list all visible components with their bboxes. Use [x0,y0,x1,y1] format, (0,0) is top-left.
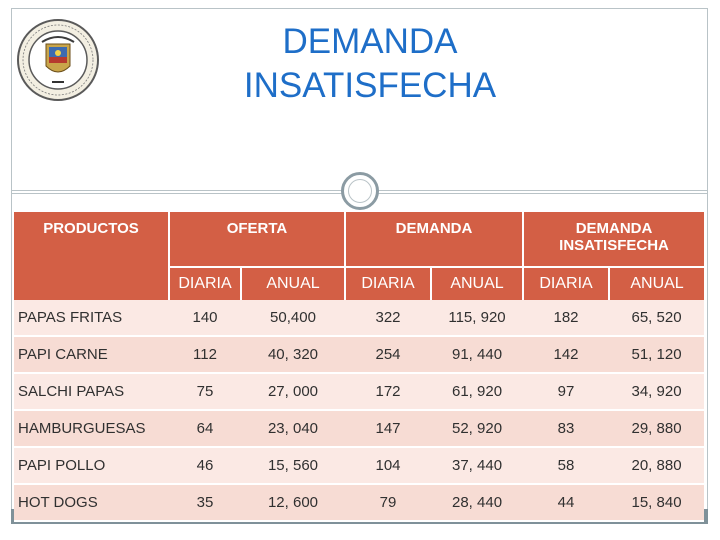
cell-insatisfecha-anual: 34, 920 [609,373,705,411]
divider-circle-icon [341,172,379,210]
subheader-oferta-anual: ANUAL [241,266,346,300]
institution-logo [16,16,100,104]
table-row: PAPAS FRITAS 140 50,400 322 115, 920 182… [14,300,705,337]
cell-producto: HOT DOGS [14,484,169,522]
cell-insatisfecha-anual: 15, 840 [609,484,705,522]
cell-insatisfecha-anual: 51, 120 [609,336,705,374]
cell-oferta-diaria: 75 [169,373,241,411]
header-oferta: OFERTA [169,212,346,267]
cell-oferta-anual: 12, 600 [241,484,345,522]
table-row: PAPI CARNE 112 40, 320 254 91, 440 142 5… [14,336,705,374]
table-row: SALCHI PAPAS 75 27, 000 172 61, 920 97 3… [14,373,705,411]
title-line-1: DEMANDA [282,22,458,61]
header-demanda-insatisfecha-line2: INSATISFECHA [559,237,669,254]
cell-insatisfecha-diaria: 142 [523,336,610,374]
cell-insatisfecha-diaria: 182 [523,300,610,337]
cell-demanda-diaria: 322 [345,300,431,337]
cell-insatisfecha-diaria: 97 [523,373,610,411]
header-demanda: DEMANDA [345,212,525,267]
cell-producto: HAMBURGUESAS [14,410,169,448]
seal-icon [17,19,99,101]
cell-demanda-anual: 28, 440 [431,484,524,522]
cell-demanda-diaria: 79 [345,484,431,522]
cell-demanda-anual: 61, 920 [431,373,524,411]
cell-oferta-anual: 27, 000 [241,373,345,411]
subheader-demanda-anual: ANUAL [431,266,525,300]
header-productos: PRODUCTOS [14,212,170,300]
cell-insatisfecha-diaria: 58 [523,447,610,485]
cell-demanda-diaria: 172 [345,373,431,411]
cell-oferta-diaria: 64 [169,410,241,448]
cell-oferta-anual: 50,400 [241,300,345,337]
cell-oferta-diaria: 35 [169,484,241,522]
subheader-insatisfecha-anual: ANUAL [609,266,705,300]
title-line-2: INSATISFECHA [243,66,497,105]
table-row: HAMBURGUESAS 64 23, 040 147 52, 920 83 2… [14,410,705,448]
cell-demanda-anual: 37, 440 [431,447,524,485]
cell-demanda-anual: 91, 440 [431,336,524,374]
cell-insatisfecha-anual: 20, 880 [609,447,705,485]
cell-insatisfecha-diaria: 44 [523,484,610,522]
slide-title: DEMANDA INSATISFECHA [200,20,540,108]
cell-oferta-anual: 23, 040 [241,410,345,448]
cell-demanda-diaria: 104 [345,447,431,485]
cell-demanda-diaria: 254 [345,336,431,374]
subheader-oferta-diaria: DIARIA [169,266,242,300]
cell-insatisfecha-diaria: 83 [523,410,610,448]
cell-oferta-anual: 15, 560 [241,447,345,485]
header-demanda-insatisfecha-line1: DEMANDA [575,220,653,237]
demand-table: PRODUCTOS OFERTA DEMANDA DEMANDA INSATIS… [14,212,705,522]
cell-insatisfecha-anual: 29, 880 [609,410,705,448]
cell-oferta-diaria: 46 [169,447,241,485]
cell-demanda-diaria: 147 [345,410,431,448]
subheader-demanda-diaria: DIARIA [345,266,432,300]
cell-insatisfecha-anual: 65, 520 [609,300,705,337]
cell-demanda-anual: 52, 920 [431,410,524,448]
subheader-insatisfecha-diaria: DIARIA [523,266,611,300]
cell-oferta-diaria: 112 [169,336,241,374]
cell-producto: PAPI POLLO [14,447,169,485]
table-row: HOT DOGS 35 12, 600 79 28, 440 44 15, 84… [14,484,705,522]
table-row: PAPI POLLO 46 15, 560 104 37, 440 58 20,… [14,447,705,485]
cell-producto: PAPI CARNE [14,336,169,374]
cell-oferta-diaria: 140 [169,300,241,337]
cell-demanda-anual: 115, 920 [431,300,524,337]
header-demanda-insatisfecha: DEMANDA INSATISFECHA [523,212,705,267]
cell-producto: SALCHI PAPAS [14,373,169,411]
cell-producto: PAPAS FRITAS [14,300,169,337]
cell-oferta-anual: 40, 320 [241,336,345,374]
